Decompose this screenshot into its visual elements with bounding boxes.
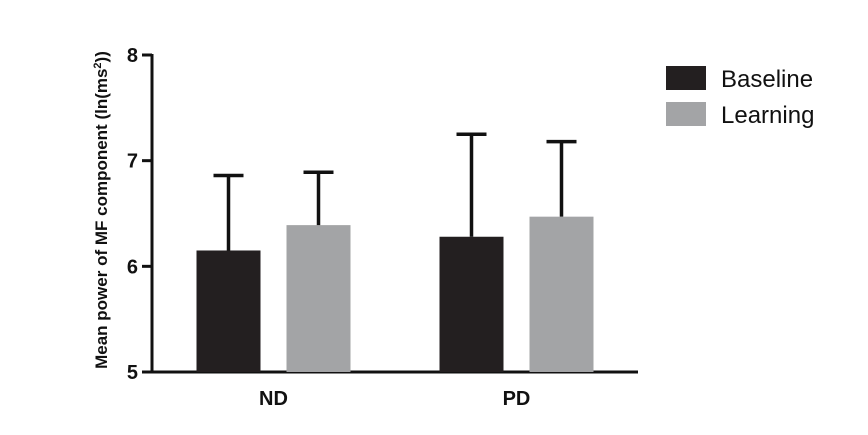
legend-swatch-baseline (666, 66, 706, 90)
error-bars (213, 132, 577, 251)
bars (196, 216, 594, 372)
y-axis-title-main: Mean power of MF component (ln(ms (92, 69, 111, 369)
bar-baseline-nd (196, 250, 261, 372)
y-axis-title-tail: )) (92, 51, 111, 62)
legend-label-baseline: Baseline (721, 66, 813, 93)
y-axis-title-superscript: 2 (92, 62, 104, 68)
svg-text:Mean power of MF component (ln: Mean power of MF component (ln(ms2)) (92, 51, 111, 369)
legend-swatch-learning (666, 102, 706, 126)
bar-learning-pd (529, 216, 594, 372)
y-axis-title: Mean power of MF component (ln(ms2)) (92, 51, 111, 369)
legend: Baseline Learning (666, 66, 814, 129)
y-tick-label: 8 (127, 45, 138, 67)
x-tick-label-pd: PD (503, 388, 531, 410)
y-ticks: 5 6 7 8 (127, 45, 152, 384)
legend-label-learning: Learning (721, 102, 814, 129)
bar-learning-nd (286, 225, 351, 372)
bar-baseline-pd (439, 236, 504, 372)
y-tick-label: 6 (127, 256, 138, 278)
x-tick-label-nd: ND (259, 388, 288, 410)
x-tick-labels: ND PD (259, 388, 530, 410)
y-tick-label: 5 (127, 362, 138, 384)
y-tick-label: 7 (127, 151, 138, 173)
